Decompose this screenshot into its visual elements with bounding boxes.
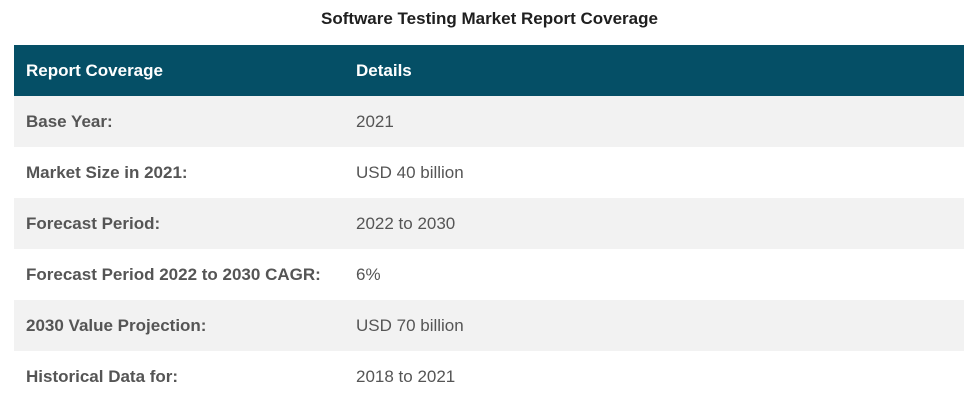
table-header-row: Report Coverage Details — [14, 45, 964, 96]
row-label: Market Size in 2021: — [14, 147, 344, 198]
table-row: 2030 Value Projection: USD 70 billion — [14, 300, 964, 351]
table-row: Forecast Period: 2022 to 2030 — [14, 198, 964, 249]
row-label: Forecast Period: — [14, 198, 344, 249]
row-label: Historical Data for: — [14, 351, 344, 402]
row-value: USD 40 billion — [344, 147, 964, 198]
row-label: 2030 Value Projection: — [14, 300, 344, 351]
table-row: Market Size in 2021: USD 40 billion — [14, 147, 964, 198]
table-row: Base Year: 2021 — [14, 96, 964, 147]
table-row: Forecast Period 2022 to 2030 CAGR: 6% — [14, 249, 964, 300]
row-label: Forecast Period 2022 to 2030 CAGR: — [14, 249, 344, 300]
row-value: USD 70 billion — [344, 300, 964, 351]
table-row: Historical Data for: 2018 to 2021 — [14, 351, 964, 402]
report-coverage-table: Report Coverage Details Base Year: 2021 … — [14, 45, 964, 402]
table-caption: Software Testing Market Report Coverage — [321, 9, 658, 28]
row-value: 2021 — [344, 96, 964, 147]
row-value: 2022 to 2030 — [344, 198, 964, 249]
row-value: 2018 to 2021 — [344, 351, 964, 402]
row-value: 6% — [344, 249, 964, 300]
column-header-details: Details — [344, 45, 964, 96]
column-header-report-coverage: Report Coverage — [14, 45, 344, 96]
row-label: Base Year: — [14, 96, 344, 147]
